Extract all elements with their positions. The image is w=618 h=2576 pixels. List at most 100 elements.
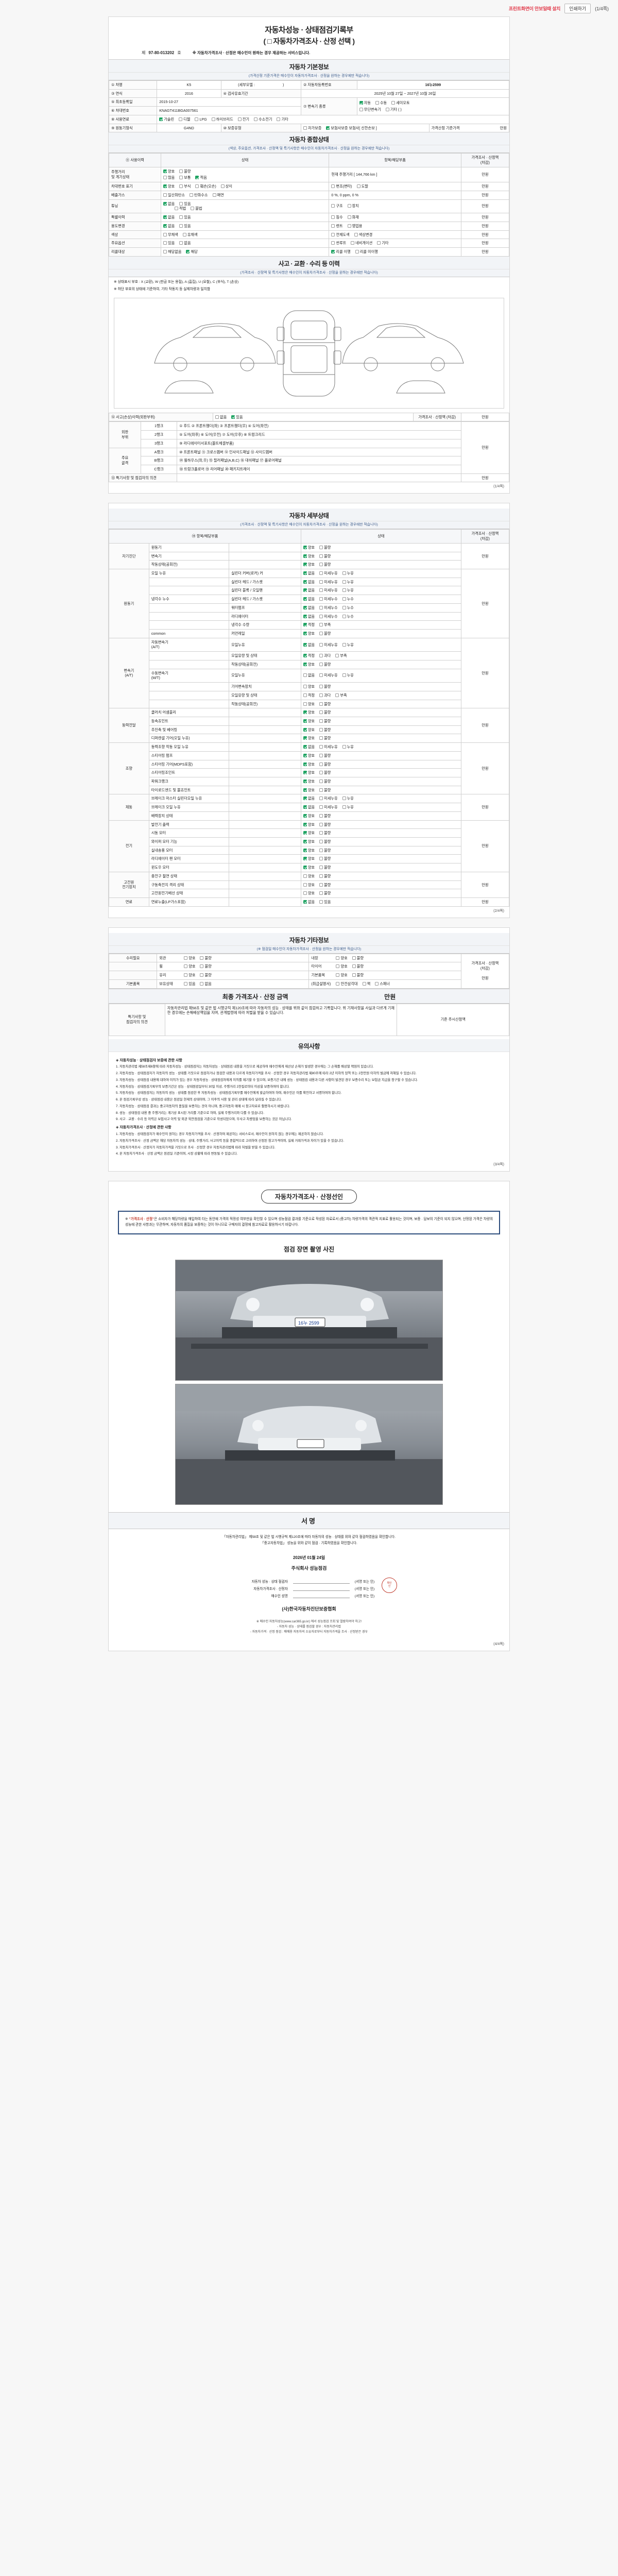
checkbox[interactable] xyxy=(215,415,219,419)
checkbox[interactable] xyxy=(362,981,366,986)
detail-option[interactable]: 미세누유 xyxy=(319,744,338,750)
checkbox[interactable] xyxy=(163,241,167,245)
checkbox[interactable] xyxy=(200,981,204,986)
checkbox[interactable] xyxy=(159,117,163,121)
fuel-option[interactable]: 기타 xyxy=(277,117,288,122)
checkbox[interactable] xyxy=(179,176,183,180)
state-option[interactable]: 일산화탄소 xyxy=(163,193,185,198)
detail-option[interactable]: 양호 xyxy=(303,856,315,861)
item-option[interactable]: 렌트 xyxy=(331,224,343,229)
state-option[interactable]: 매연 xyxy=(212,193,224,198)
checkbox[interactable] xyxy=(351,241,355,245)
detail-option[interactable]: 미세누유 xyxy=(319,805,338,810)
checkbox[interactable] xyxy=(319,662,323,666)
detail-option[interactable]: 불량 xyxy=(319,702,331,707)
detail-option[interactable]: 양호 xyxy=(303,684,315,689)
checkbox[interactable] xyxy=(352,973,356,977)
checkbox[interactable] xyxy=(303,796,307,801)
checkbox[interactable] xyxy=(319,727,323,732)
etc-option[interactable]: 양호 xyxy=(184,964,195,969)
checkbox[interactable] xyxy=(355,249,359,253)
detail-option[interactable]: 양호 xyxy=(303,762,315,767)
fuel-option[interactable]: 가솔린 xyxy=(159,117,174,122)
state-option[interactable]: 있음 xyxy=(163,241,175,246)
detail-option[interactable]: 불량 xyxy=(319,856,331,861)
checkbox[interactable] xyxy=(303,848,307,852)
state-option[interactable]: 많음 xyxy=(163,175,175,180)
checkbox[interactable] xyxy=(175,207,178,211)
accident-option[interactable]: 없음 xyxy=(215,415,227,420)
checkbox[interactable] xyxy=(179,224,183,228)
checkbox[interactable] xyxy=(319,814,323,818)
detail-option[interactable]: 부족 xyxy=(335,693,347,698)
checkbox[interactable] xyxy=(319,623,323,627)
checkbox[interactable] xyxy=(303,623,307,627)
checkbox[interactable] xyxy=(319,719,323,723)
checkbox[interactable] xyxy=(200,964,204,969)
state-option[interactable]: 없음 xyxy=(163,224,175,229)
detail-option[interactable]: 없음 xyxy=(303,796,315,801)
detail-option[interactable]: 불량 xyxy=(319,762,331,767)
checkbox[interactable] xyxy=(200,956,204,960)
checkbox[interactable] xyxy=(331,241,335,245)
state-option[interactable]: 있음 xyxy=(179,224,191,229)
fuel-option[interactable]: 하이브리드 xyxy=(211,117,233,122)
detail-option[interactable]: 양호 xyxy=(303,770,315,775)
checkbox[interactable] xyxy=(179,201,183,206)
detail-option[interactable]: 양호 xyxy=(303,865,315,870)
fuel-option[interactable]: 전기 xyxy=(237,117,249,122)
detail-option[interactable]: 미세누유 xyxy=(319,796,338,801)
checkbox[interactable] xyxy=(319,866,323,870)
etc-option[interactable]: 불량 xyxy=(352,964,364,969)
checkbox[interactable] xyxy=(303,554,307,558)
checkbox[interactable] xyxy=(319,891,323,895)
checkbox[interactable] xyxy=(163,224,167,228)
checkbox[interactable] xyxy=(182,232,186,236)
warranty-option[interactable]: 자가보증 xyxy=(303,126,321,131)
detail-option[interactable]: 적정 xyxy=(303,693,315,698)
checkbox[interactable] xyxy=(195,176,199,180)
state-option[interactable]: 있음 xyxy=(179,215,191,220)
checkbox[interactable] xyxy=(319,654,323,658)
checkbox[interactable] xyxy=(191,207,195,211)
checkbox[interactable] xyxy=(303,779,307,783)
state-option[interactable]: 불법 xyxy=(191,206,202,211)
etc-option[interactable]: 불량 xyxy=(352,973,364,978)
state-option[interactable]: 해당없음 xyxy=(163,249,181,255)
checkbox[interactable] xyxy=(319,702,323,706)
checkbox[interactable] xyxy=(391,101,396,105)
detail-option[interactable]: 양호 xyxy=(303,554,315,559)
detail-option[interactable]: 양호 xyxy=(303,736,315,741)
etc-option[interactable]: 불량 xyxy=(352,956,364,961)
state-option[interactable]: 적법 xyxy=(175,206,186,211)
checkbox[interactable] xyxy=(319,545,323,549)
detail-option[interactable]: 불량 xyxy=(319,684,331,689)
checkbox[interactable] xyxy=(319,736,323,740)
checkbox[interactable] xyxy=(163,249,167,253)
checkbox[interactable] xyxy=(303,597,307,601)
checkbox[interactable] xyxy=(179,184,183,189)
checkbox[interactable] xyxy=(319,771,323,775)
detail-option[interactable]: 없음 xyxy=(303,605,315,611)
checkbox[interactable] xyxy=(303,702,307,706)
detail-option[interactable]: 불량 xyxy=(319,865,331,870)
checkbox[interactable] xyxy=(303,736,307,740)
fuel-option[interactable]: 수소전기 xyxy=(254,117,272,122)
checkbox[interactable] xyxy=(163,201,167,206)
checkbox[interactable] xyxy=(319,571,323,575)
detail-option[interactable]: 없음 xyxy=(303,744,315,750)
detail-option[interactable]: 불량 xyxy=(319,753,331,758)
detail-option[interactable]: 미세누유 xyxy=(319,571,338,576)
checkbox[interactable] xyxy=(347,204,351,208)
checkbox[interactable] xyxy=(200,973,204,977)
detail-option[interactable]: 불량 xyxy=(319,719,331,724)
checkbox[interactable] xyxy=(352,964,356,969)
checkbox[interactable] xyxy=(303,891,307,895)
detail-option[interactable]: 불량 xyxy=(319,788,331,793)
transmission-option[interactable]: 수동 xyxy=(375,100,387,106)
checkbox[interactable] xyxy=(303,831,307,835)
checkbox[interactable] xyxy=(319,883,323,887)
checkbox[interactable] xyxy=(359,108,363,112)
checkbox[interactable] xyxy=(303,805,307,809)
checkbox[interactable] xyxy=(303,745,307,749)
